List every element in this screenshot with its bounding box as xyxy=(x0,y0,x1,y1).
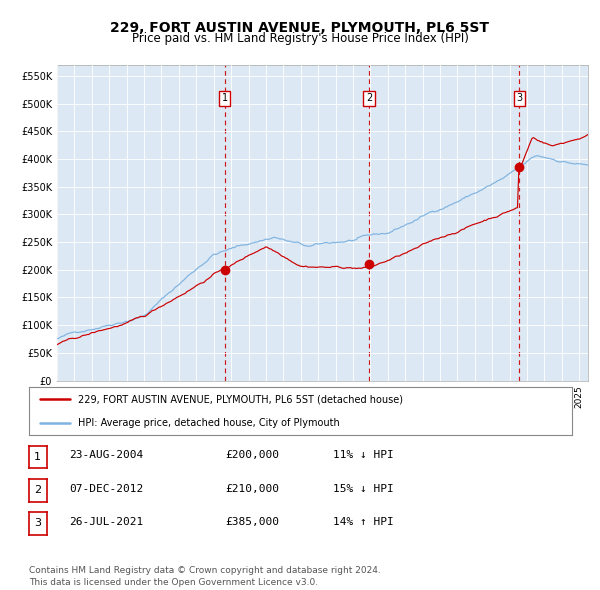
Text: £200,000: £200,000 xyxy=(225,451,279,460)
Text: Contains HM Land Registry data © Crown copyright and database right 2024.
This d: Contains HM Land Registry data © Crown c… xyxy=(29,566,380,587)
Text: £385,000: £385,000 xyxy=(225,517,279,526)
Text: 11% ↓ HPI: 11% ↓ HPI xyxy=(333,451,394,460)
Text: 07-DEC-2012: 07-DEC-2012 xyxy=(69,484,143,493)
Text: Price paid vs. HM Land Registry's House Price Index (HPI): Price paid vs. HM Land Registry's House … xyxy=(131,32,469,45)
Text: 2: 2 xyxy=(366,93,372,103)
Text: 26-JUL-2021: 26-JUL-2021 xyxy=(69,517,143,526)
Text: 2: 2 xyxy=(34,486,41,495)
Text: 229, FORT AUSTIN AVENUE, PLYMOUTH, PL6 5ST (detached house): 229, FORT AUSTIN AVENUE, PLYMOUTH, PL6 5… xyxy=(77,394,403,404)
Text: 14% ↑ HPI: 14% ↑ HPI xyxy=(333,517,394,526)
Text: 1: 1 xyxy=(222,93,228,103)
Text: 15% ↓ HPI: 15% ↓ HPI xyxy=(333,484,394,493)
Text: HPI: Average price, detached house, City of Plymouth: HPI: Average price, detached house, City… xyxy=(77,418,340,428)
Text: 3: 3 xyxy=(34,519,41,528)
Text: £210,000: £210,000 xyxy=(225,484,279,493)
Text: 1: 1 xyxy=(34,453,41,462)
Text: 23-AUG-2004: 23-AUG-2004 xyxy=(69,451,143,460)
Text: 3: 3 xyxy=(517,93,523,103)
Text: 229, FORT AUSTIN AVENUE, PLYMOUTH, PL6 5ST: 229, FORT AUSTIN AVENUE, PLYMOUTH, PL6 5… xyxy=(110,21,490,35)
